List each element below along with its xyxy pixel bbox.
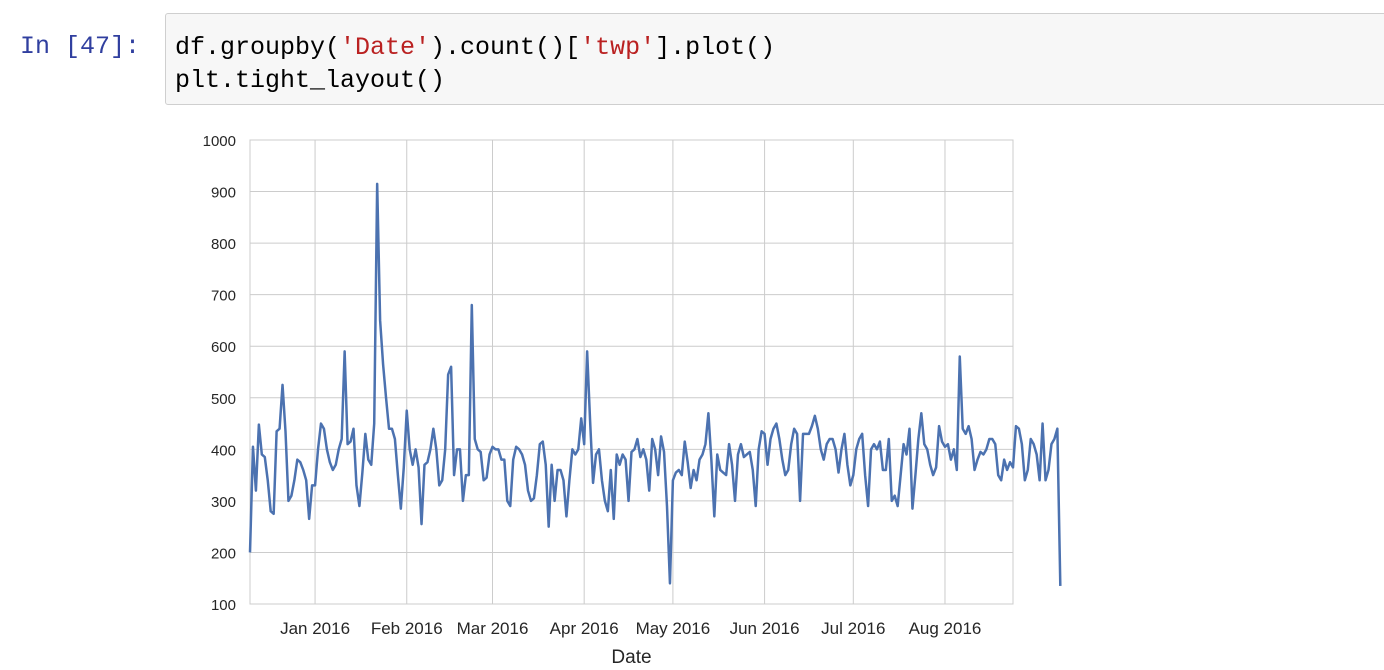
- y-tick-label: 800: [211, 236, 236, 253]
- code-editor[interactable]: df.groupby('Date').count()['twp'].plot()…: [175, 31, 775, 97]
- code-token: ].plot(): [655, 33, 776, 62]
- x-tick-label: Mar 2016: [457, 619, 529, 638]
- chart-grid: [250, 139, 1013, 605]
- code-string-token: 'twp': [580, 33, 656, 62]
- x-tick-labels: Jan 2016 Feb 2016 Mar 2016 Apr 2016 May 2016…: [280, 619, 981, 638]
- x-tick-label: Apr 2016: [550, 619, 619, 638]
- series-line: [248, 182, 1062, 586]
- y-tick-label: 600: [211, 339, 236, 356]
- x-tick-label: Jul 2016: [821, 619, 885, 638]
- code-token: df.groupby(: [175, 33, 341, 62]
- x-tick-label: Jan 2016: [280, 619, 350, 638]
- input-prompt: In [47]:: [20, 32, 141, 61]
- x-tick-label: Jun 2016: [730, 619, 800, 638]
- y-tick-label: 1000: [203, 133, 236, 150]
- y-tick-label: 500: [211, 391, 236, 408]
- x-tick-label: Feb 2016: [371, 619, 443, 638]
- y-tick-label: 700: [211, 288, 236, 305]
- plot-area-frame: [249, 139, 1014, 605]
- y-tick-labels: 100 200 300 400 500 600 700 800 900 1000: [203, 133, 236, 614]
- y-tick-label: 400: [211, 442, 236, 459]
- y-tick-label: 900: [211, 185, 236, 202]
- code-token: ).count()[: [430, 33, 581, 62]
- y-tick-label: 300: [211, 494, 236, 511]
- code-input-area[interactable]: df.groupby('Date').count()['twp'].plot()…: [165, 13, 1384, 105]
- code-string-token: 'Date': [340, 33, 431, 62]
- x-axis-label: Date: [611, 647, 651, 668]
- y-tick-label: 200: [211, 545, 236, 562]
- code-token: plt.tight_layout(): [175, 66, 446, 95]
- y-tick-label: 100: [211, 597, 236, 614]
- x-tick-label: Aug 2016: [909, 619, 982, 638]
- x-tick-label: May 2016: [636, 619, 711, 638]
